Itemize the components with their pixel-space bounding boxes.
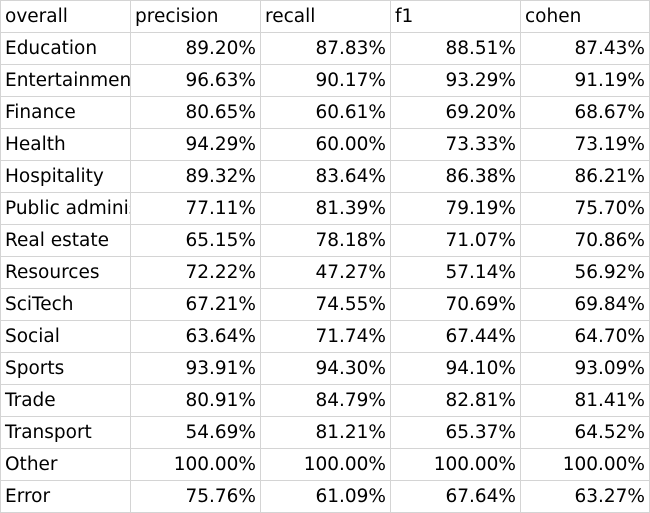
recall-cell[interactable]: 83.64% [260,160,391,193]
f1-cell[interactable]: 67.44% [390,320,521,353]
recall-cell[interactable]: 81.21% [260,416,391,449]
precision-cell[interactable]: 77.11% [130,192,261,225]
table-row: Entertainment 96.63% 90.17% 93.29% 91.19… [0,64,650,97]
table-row: Other 100.00% 100.00% 100.00% 100.00% [0,448,650,481]
f1-cell[interactable]: 82.81% [390,384,521,417]
f1-cell[interactable]: 79.19% [390,192,521,225]
row-label-cell[interactable]: Social [0,320,131,353]
cohen-cell[interactable]: 75.70% [520,192,650,225]
row-label-cell[interactable]: Error [0,480,131,513]
row-label-cell[interactable]: Resources [0,256,131,289]
recall-cell[interactable]: 90.17% [260,64,391,97]
cohen-cell[interactable]: 93.09% [520,352,650,385]
table-row: Education 89.20% 87.83% 88.51% 87.43% [0,32,650,65]
row-label-cell[interactable]: Health [0,128,131,161]
row-label-cell[interactable]: Trade [0,384,131,417]
header-cell-precision[interactable]: precision [130,0,261,33]
precision-cell[interactable]: 65.15% [130,224,261,257]
recall-cell[interactable]: 78.18% [260,224,391,257]
f1-cell[interactable]: 65.37% [390,416,521,449]
table-row: Error 75.76% 61.09% 67.64% 63.27% [0,480,650,513]
table-row: Finance 80.65% 60.61% 69.20% 68.67% [0,96,650,129]
cohen-cell[interactable]: 63.27% [520,480,650,513]
cohen-cell[interactable]: 87.43% [520,32,650,65]
cohen-cell[interactable]: 86.21% [520,160,650,193]
cohen-cell[interactable]: 56.92% [520,256,650,289]
table-row: Resources 72.22% 47.27% 57.14% 56.92% [0,256,650,289]
precision-cell[interactable]: 94.29% [130,128,261,161]
cohen-cell[interactable]: 64.70% [520,320,650,353]
header-cell-f1[interactable]: f1 [390,0,521,33]
header-row: overall precision recall f1 cohen [0,0,650,33]
recall-cell[interactable]: 71.74% [260,320,391,353]
row-label-cell[interactable]: SciTech [0,288,131,321]
recall-cell[interactable]: 81.39% [260,192,391,225]
header-cell-recall[interactable]: recall [260,0,391,33]
cohen-cell[interactable]: 81.41% [520,384,650,417]
table-row: Real estate 65.15% 78.18% 71.07% 70.86% [0,224,650,257]
table-row: Public administration 77.11% 81.39% 79.1… [0,192,650,225]
f1-cell[interactable]: 88.51% [390,32,521,65]
precision-cell[interactable]: 96.63% [130,64,261,97]
recall-cell[interactable]: 87.83% [260,32,391,65]
cohen-cell[interactable]: 64.52% [520,416,650,449]
f1-cell[interactable]: 100.00% [390,448,521,481]
table-row: Transport 54.69% 81.21% 65.37% 64.52% [0,416,650,449]
cohen-cell[interactable]: 70.86% [520,224,650,257]
row-label-cell[interactable]: Finance [0,96,131,129]
f1-cell[interactable]: 67.64% [390,480,521,513]
precision-cell[interactable]: 72.22% [130,256,261,289]
precision-cell[interactable]: 54.69% [130,416,261,449]
precision-cell[interactable]: 80.91% [130,384,261,417]
row-label-cell[interactable]: Entertainment [0,64,131,97]
row-label-cell[interactable]: Hospitality [0,160,131,193]
row-label-cell[interactable]: Transport [0,416,131,449]
precision-cell[interactable]: 80.65% [130,96,261,129]
table-row: SciTech 67.21% 74.55% 70.69% 69.84% [0,288,650,321]
recall-cell[interactable]: 74.55% [260,288,391,321]
row-label-cell[interactable]: Sports [0,352,131,385]
f1-cell[interactable]: 94.10% [390,352,521,385]
f1-cell[interactable]: 73.33% [390,128,521,161]
table-row: Health 94.29% 60.00% 73.33% 73.19% [0,128,650,161]
f1-cell[interactable]: 93.29% [390,64,521,97]
precision-cell[interactable]: 89.32% [130,160,261,193]
precision-cell[interactable]: 75.76% [130,480,261,513]
f1-cell[interactable]: 57.14% [390,256,521,289]
recall-cell[interactable]: 100.00% [260,448,391,481]
table-row: Hospitality 89.32% 83.64% 86.38% 86.21% [0,160,650,193]
f1-cell[interactable]: 69.20% [390,96,521,129]
recall-cell[interactable]: 84.79% [260,384,391,417]
recall-cell[interactable]: 60.00% [260,128,391,161]
precision-cell[interactable]: 93.91% [130,352,261,385]
table-row: Social 63.64% 71.74% 67.44% 64.70% [0,320,650,353]
f1-cell[interactable]: 86.38% [390,160,521,193]
f1-cell[interactable]: 71.07% [390,224,521,257]
cohen-cell[interactable]: 68.67% [520,96,650,129]
row-label-cell[interactable]: Other [0,448,131,481]
header-cell-overall[interactable]: overall [0,0,131,33]
precision-cell[interactable]: 67.21% [130,288,261,321]
recall-cell[interactable]: 47.27% [260,256,391,289]
precision-cell[interactable]: 89.20% [130,32,261,65]
row-label-cell[interactable]: Real estate [0,224,131,257]
cohen-cell[interactable]: 73.19% [520,128,650,161]
table-row: Trade 80.91% 84.79% 82.81% 81.41% [0,384,650,417]
row-label-cell[interactable]: Education [0,32,131,65]
recall-cell[interactable]: 94.30% [260,352,391,385]
table-row: Sports 93.91% 94.30% 94.10% 93.09% [0,352,650,385]
cohen-cell[interactable]: 91.19% [520,64,650,97]
recall-cell[interactable]: 61.09% [260,480,391,513]
recall-cell[interactable]: 60.61% [260,96,391,129]
row-label-cell[interactable]: Public administration [0,192,131,225]
header-cell-cohen[interactable]: cohen [520,0,650,33]
cohen-cell[interactable]: 100.00% [520,448,650,481]
f1-cell[interactable]: 70.69% [390,288,521,321]
cohen-cell[interactable]: 69.84% [520,288,650,321]
precision-cell[interactable]: 63.64% [130,320,261,353]
precision-cell[interactable]: 100.00% [130,448,261,481]
